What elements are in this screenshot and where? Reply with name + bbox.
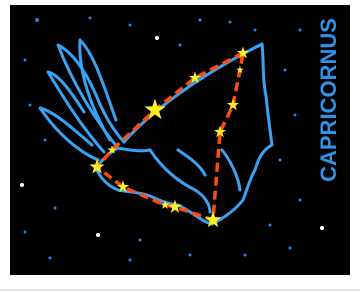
dot [96, 233, 100, 237]
dot [254, 29, 257, 32]
dot [54, 207, 57, 210]
dot [129, 259, 132, 262]
dot [229, 21, 232, 24]
dot [29, 104, 32, 107]
dot [24, 231, 27, 234]
constellation-name: CAPRICORNUS [316, 18, 341, 182]
dot [320, 226, 324, 230]
dot [284, 69, 287, 72]
dot [244, 254, 247, 257]
dot [294, 114, 297, 117]
dot [129, 24, 132, 27]
dot [269, 224, 272, 227]
dot [155, 36, 159, 40]
dot [189, 254, 192, 257]
illustration: CAPRICORNUS [0, 0, 360, 297]
dot [49, 257, 52, 260]
dot [199, 19, 202, 22]
dot [139, 239, 142, 242]
dot [179, 44, 182, 47]
dot [24, 59, 27, 62]
page: html, body { margin: 0; padding: 0; back… [0, 0, 360, 297]
dot [20, 183, 24, 187]
dot [279, 159, 282, 162]
dot [289, 247, 292, 250]
body: {"title": "CAPRICORNUS"} [0, 0, 360, 297]
dot [44, 139, 47, 142]
dot [35, 18, 39, 22]
dot [299, 29, 302, 32]
dot [299, 199, 302, 202]
dot [89, 17, 92, 20]
